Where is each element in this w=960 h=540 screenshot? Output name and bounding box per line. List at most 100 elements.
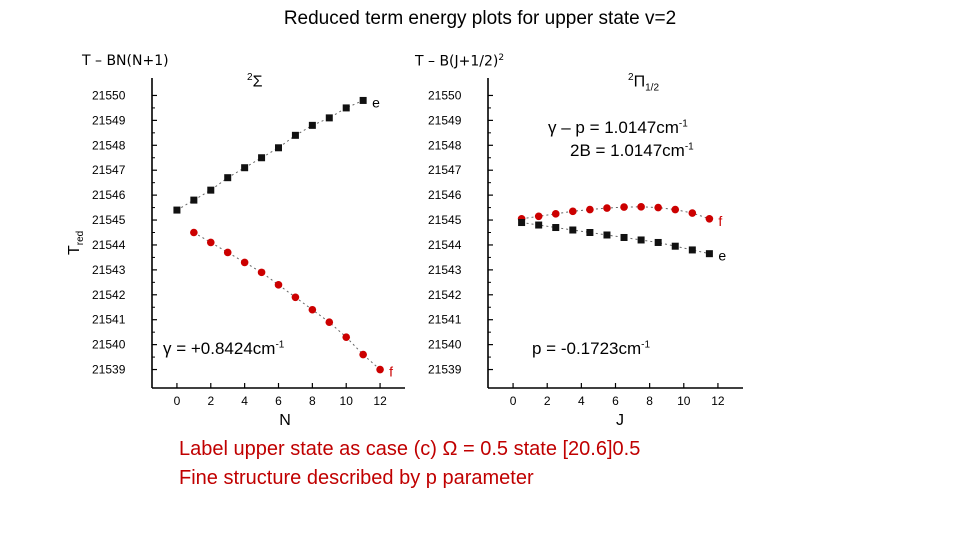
chart2-ytick-label: 21549 bbox=[428, 113, 462, 127]
chart2-xtick-label: 2 bbox=[544, 394, 551, 408]
chart1-ytick-label: 21549 bbox=[92, 113, 126, 127]
chart2-ytick-label: 21545 bbox=[428, 213, 462, 227]
chart2-series-e-point bbox=[518, 219, 526, 227]
right-term-subscript: 1/2 bbox=[645, 82, 660, 94]
right-term-letter: Π bbox=[633, 73, 646, 91]
chart2-series-e-point bbox=[535, 221, 543, 229]
chart2-series-e-point bbox=[671, 242, 679, 250]
chart2-series-f-point bbox=[534, 212, 543, 221]
chart2-series-f-point bbox=[551, 210, 560, 218]
gamma-minus-p-annotation: γ – p = 1.0147cm-1 bbox=[548, 118, 688, 138]
chart2-ytick-label: 21547 bbox=[428, 163, 462, 177]
left-term-symbol: 2Σ bbox=[247, 72, 262, 91]
chart2-xtick-label: 4 bbox=[578, 394, 585, 408]
left-term-superscript: 2 bbox=[247, 72, 253, 83]
chart1-ytick-label: 21541 bbox=[92, 313, 126, 327]
p-exponent: -1 bbox=[641, 339, 651, 351]
chart1-series-f-point bbox=[376, 365, 384, 374]
chart2-series-f-point bbox=[603, 204, 611, 212]
chart2-series-e-point bbox=[552, 224, 560, 232]
chart2-series-f-point bbox=[654, 203, 662, 212]
gamma-text: γ = +0.8424cm bbox=[163, 339, 276, 358]
gamma-annotation: γ = +0.8424cm-1 bbox=[163, 339, 284, 359]
chart1-series-e-point bbox=[258, 154, 266, 162]
left-formula: T – BN(N+1) bbox=[82, 53, 169, 69]
right-term-superscript: 2 bbox=[628, 72, 634, 83]
chart2-series-f-line bbox=[521, 206, 710, 220]
chart2-series-e-line bbox=[521, 222, 710, 255]
chart1-series-f-point bbox=[342, 333, 351, 341]
chart1-xtick-label: 12 bbox=[373, 394, 387, 408]
chart1-series-e-point bbox=[190, 196, 198, 204]
chart2-series-e-point bbox=[688, 246, 696, 254]
chart2-series-e-point bbox=[620, 233, 628, 241]
page-title: Reduced term energy plots for upper stat… bbox=[283, 8, 677, 29]
chart2-ytick-label: 21546 bbox=[428, 188, 462, 202]
chart1-xtick-label: 4 bbox=[241, 394, 248, 408]
right-formula: T – B(J+1/2)2 bbox=[415, 53, 504, 70]
chart2-xtick-label: 6 bbox=[612, 394, 619, 408]
chart1-ytick-label: 21546 bbox=[92, 188, 126, 202]
chart2-series-f-point bbox=[569, 207, 577, 216]
chart1-xtick-label: 2 bbox=[207, 394, 214, 408]
chart1-ytick-label: 21539 bbox=[92, 363, 126, 377]
chart2-series-e-point bbox=[654, 238, 662, 246]
chart1-ytick-label: 21543 bbox=[92, 263, 126, 277]
chart2-xtick-label: 8 bbox=[646, 394, 653, 408]
chart1-series-e-point bbox=[325, 114, 333, 122]
p-text: p = -0.1723cm bbox=[532, 339, 642, 358]
gamma-minus-p-text: γ – p = 1.0147cm bbox=[548, 118, 679, 137]
chart1-xtick-label: 6 bbox=[275, 394, 282, 408]
right-term-symbol: 2Π1/2 bbox=[628, 72, 659, 94]
gamma-exponent: -1 bbox=[275, 339, 285, 351]
chart1-series-e-point bbox=[241, 164, 249, 172]
chart1-series-e-point bbox=[308, 121, 316, 129]
chart2-ytick-label: 21542 bbox=[428, 288, 462, 302]
chart1-ytick-label: 21547 bbox=[92, 163, 126, 177]
chart2-ytick-label: 21539 bbox=[428, 363, 462, 377]
chart2-xtick-label: 0 bbox=[510, 394, 517, 408]
two-b-text: 2B = 1.0147cm bbox=[570, 141, 685, 160]
chart1-series-f-point bbox=[291, 293, 300, 302]
chart2-series-e-point bbox=[569, 226, 577, 234]
chart2-series-e-point bbox=[705, 250, 713, 258]
chart2-ytick-label: 21543 bbox=[428, 263, 462, 277]
chart1-series-f-point bbox=[206, 238, 215, 247]
chart1-ytick-label: 21550 bbox=[92, 88, 126, 102]
chart1-y-axis-label-main: T bbox=[66, 245, 83, 255]
chart1-series-e-point bbox=[291, 131, 299, 139]
chart2-series-e-label: e bbox=[718, 248, 726, 264]
chart2-series-e-point bbox=[586, 229, 594, 236]
chart1-series-e-point bbox=[359, 96, 367, 104]
chart1-series-e-point bbox=[275, 144, 282, 152]
chart1-xtick-label: 8 bbox=[309, 394, 316, 408]
chart2-x-axis-label: J bbox=[616, 412, 624, 429]
chart2-series-f-point bbox=[620, 203, 628, 211]
chart1-series-e-point bbox=[224, 174, 232, 182]
chart2-series-f-point bbox=[671, 205, 680, 214]
chart2-series-f-point bbox=[705, 214, 714, 223]
note-line-2: Fine structure described by p parameter bbox=[179, 467, 534, 489]
chart1-series-f-label: f bbox=[389, 364, 393, 380]
chart1-series-e-label: e bbox=[372, 94, 380, 110]
chart1-xtick-label: 10 bbox=[340, 394, 354, 408]
chart2-series-f-point bbox=[637, 203, 645, 211]
chart1-series-f-point bbox=[190, 228, 198, 237]
gamma-minus-p-exponent: -1 bbox=[678, 118, 688, 130]
p-annotation: p = -0.1723cm-1 bbox=[532, 339, 650, 359]
chart1-series-f-point bbox=[240, 258, 249, 267]
chart2-ytick-label: 21550 bbox=[428, 88, 462, 102]
chart2-ytick-label: 21541 bbox=[428, 313, 462, 327]
chart2-series-f-label: f bbox=[718, 213, 722, 229]
right-formula-text: T – B(J+1/2) bbox=[415, 53, 499, 70]
chart1-series-e-line bbox=[176, 99, 364, 211]
chart1-ytick-label: 21548 bbox=[92, 138, 126, 152]
chart1-series-f-point bbox=[325, 318, 334, 327]
chart2-series-e-point bbox=[603, 231, 611, 239]
two-b-annotation: 2B = 1.0147cm-1 bbox=[570, 141, 694, 161]
chart1-y-axis-label: Tred bbox=[66, 231, 86, 255]
chart1-series-e-point bbox=[207, 186, 215, 194]
chart1-ytick-label: 21545 bbox=[92, 213, 126, 227]
chart1-series-f-point bbox=[257, 268, 266, 277]
